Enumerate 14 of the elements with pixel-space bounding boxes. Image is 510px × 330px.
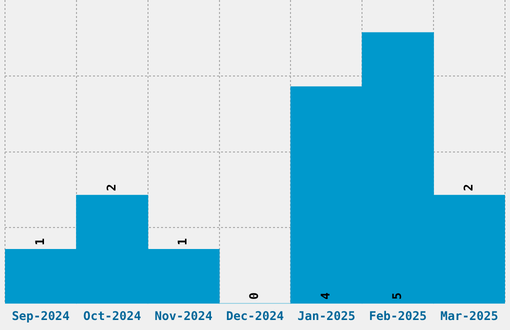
data-label: 5	[390, 292, 404, 300]
x-tick-label: Nov-2024	[154, 308, 212, 323]
data-label: 4	[318, 292, 333, 300]
x-tick-label: Mar-2025	[440, 308, 498, 323]
data-label: 2	[461, 184, 476, 192]
data-label: 2	[104, 184, 118, 192]
data-label: 1	[32, 238, 47, 246]
x-tick-label: Sep-2024	[12, 308, 70, 323]
x-tick-label: Jan-2025	[298, 308, 356, 323]
x-tick-label: Dec-2024	[226, 308, 284, 323]
x-tick-label: Feb-2025	[368, 308, 427, 323]
x-tick-label: Oct-2024	[83, 308, 142, 323]
data-label: 1	[176, 238, 190, 246]
data-label: 0	[247, 292, 262, 300]
